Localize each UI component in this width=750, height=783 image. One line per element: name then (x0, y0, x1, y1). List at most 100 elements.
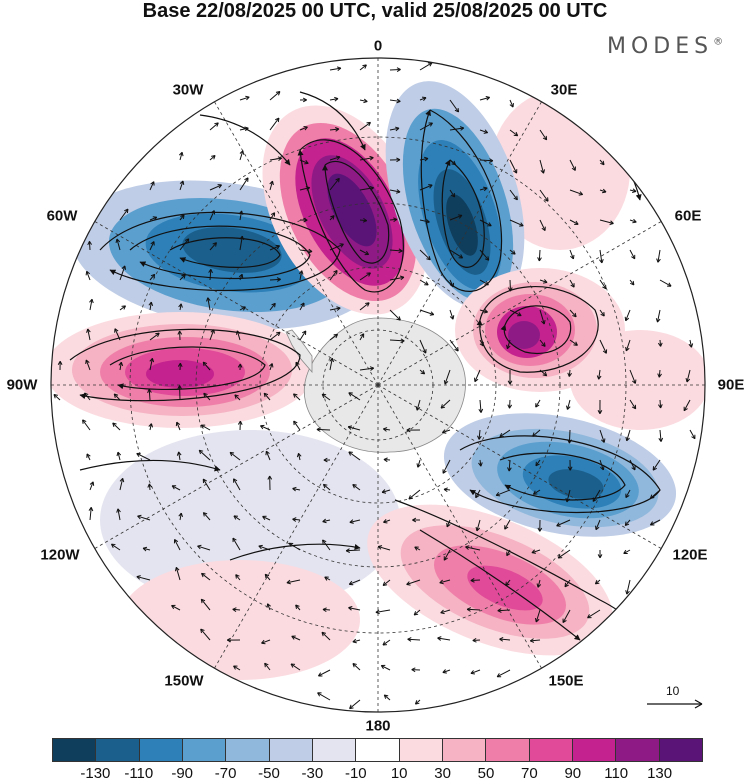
wind-arrow (625, 429, 631, 442)
wind-arrow (472, 637, 481, 643)
wind-arrow (629, 279, 635, 286)
wind-arrow (479, 158, 494, 163)
wind-arrow (226, 637, 241, 643)
wind-arrow (539, 159, 546, 174)
lon-label-180: 180 (365, 717, 391, 735)
wind-arrow (599, 188, 607, 194)
anomaly-weak-positive (120, 560, 360, 680)
wind-arrow (329, 177, 340, 191)
colorbar-bin (96, 739, 140, 761)
wind-arrow (329, 269, 338, 281)
wind-arrow (689, 429, 696, 440)
wind-arrow (202, 361, 211, 371)
colorbar-tick-label: -70 (214, 765, 237, 782)
meridian-line (214, 384, 379, 669)
wind-arrow (269, 212, 276, 221)
wind-arrow (203, 392, 211, 401)
wind-arrow (624, 309, 631, 322)
wind-arrow (449, 214, 463, 221)
wind-arrow (599, 219, 614, 225)
wind-arrow (539, 129, 548, 141)
wind-arrow (629, 249, 636, 260)
colorbar-tick-label: 130 (647, 765, 673, 782)
wind-arrow (209, 329, 215, 341)
colorbar-bin (486, 739, 530, 761)
wind-arrow (475, 519, 481, 532)
wind-arrow (269, 331, 281, 341)
lon-label-90e: 90E (717, 376, 745, 394)
wind-arrow (317, 692, 331, 701)
wind-arrow (348, 451, 361, 461)
meridian-line (94, 221, 379, 386)
wind-arrow (569, 309, 577, 318)
wind-arrow (359, 98, 368, 104)
wind-arrow (268, 363, 274, 371)
wind-arrow (406, 427, 421, 433)
wind-arrow (209, 122, 219, 131)
wind-arrow (87, 241, 93, 251)
wind-arrow (57, 360, 63, 371)
wind-arrow (269, 91, 281, 101)
wind-arrow (290, 663, 301, 671)
wind-arrow (592, 489, 601, 502)
wind-arrow (116, 451, 122, 461)
wind-arrow (296, 452, 302, 461)
wind-arrow (269, 244, 280, 251)
wind-arrow (239, 95, 250, 101)
wind-arrow (147, 388, 152, 401)
wind-arrow (437, 636, 451, 641)
wind-arrow (233, 515, 241, 521)
wind-arrow (322, 518, 331, 524)
wind-arrow (439, 579, 451, 585)
wind-arrow (562, 609, 571, 623)
colorbar-tick-label: 50 (477, 765, 495, 782)
wind-arrow (449, 159, 456, 166)
wind-arrow (509, 129, 519, 137)
lon-label-0: 0 (373, 37, 383, 55)
colorbar-tick-label: -50 (258, 765, 280, 782)
wind-arrow (264, 662, 271, 671)
wind-arrow (565, 489, 571, 503)
wind-arrow (529, 638, 541, 643)
wind-arrow (479, 186, 488, 192)
wind-arrow (569, 189, 584, 196)
wind-arrow (509, 189, 518, 201)
wind-arrow (349, 519, 361, 524)
wind-arrow (479, 279, 489, 286)
wind-arrow (539, 339, 546, 347)
wind-arrow (349, 699, 361, 710)
wind-arrow (348, 579, 361, 586)
wind-arrow (537, 519, 543, 532)
wind-arrow (564, 579, 571, 588)
wind-arrow (288, 542, 301, 551)
wind-arrow (655, 309, 661, 323)
wind-arrow (200, 628, 211, 641)
wind-arrow (625, 489, 631, 499)
wind-arrow (419, 309, 435, 316)
wind-arrow (198, 449, 211, 461)
wind-arrow (235, 574, 241, 581)
wind-arrow (258, 544, 271, 551)
colorbar-tick-label: -90 (171, 765, 194, 782)
wind-arrow (232, 607, 241, 612)
wind-arrow (507, 369, 513, 385)
wind-arrow (86, 328, 91, 341)
wind-arrow (292, 486, 301, 492)
wind-arrow (599, 339, 608, 354)
wind-arrow (322, 607, 331, 613)
colorbar-bin (312, 739, 357, 761)
wind-arrow (295, 604, 301, 611)
colorbar-bin (53, 739, 97, 761)
lon-label-60e: 60E (674, 207, 702, 225)
wind-arrow (389, 309, 401, 321)
wind-arrow (381, 489, 391, 494)
wind-arrow (89, 298, 94, 311)
wind-arrow (352, 484, 361, 491)
wind-arrow (567, 459, 573, 471)
wind-arrow (352, 663, 361, 671)
wind-arrow (658, 399, 663, 409)
reference-vector-arrow (647, 699, 703, 709)
wind-arrow (265, 450, 271, 461)
wind-arrow (202, 478, 211, 491)
